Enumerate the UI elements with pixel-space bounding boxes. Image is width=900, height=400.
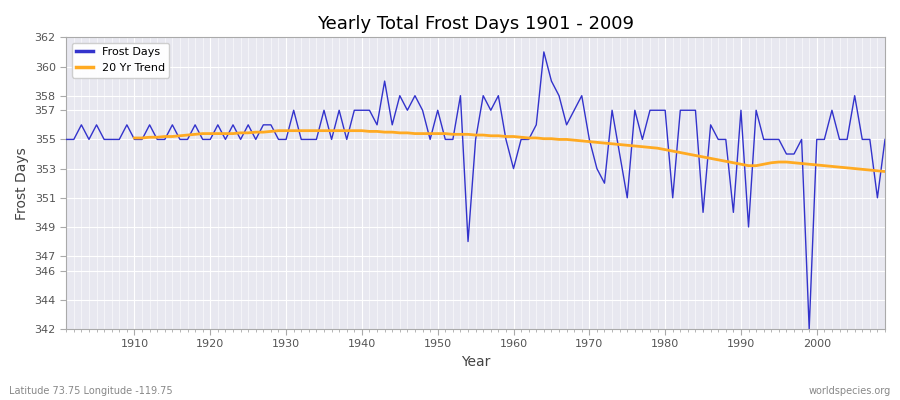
20 Yr Trend: [879, 169, 890, 174]
Y-axis label: Frost Days: Frost Days: [15, 147, 29, 220]
Frost Days: [879, 137, 890, 142]
Frost Days: [122, 122, 132, 127]
Frost Days: [61, 137, 72, 142]
20 Yr Trend: [523, 136, 534, 140]
Line: Frost Days: Frost Days: [67, 52, 885, 329]
20 Yr Trend: [129, 136, 140, 140]
20 Yr Trend: [311, 128, 322, 133]
Legend: Frost Days, 20 Yr Trend: Frost Days, 20 Yr Trend: [72, 43, 169, 78]
20 Yr Trend: [281, 128, 292, 133]
20 Yr Trend: [826, 164, 837, 169]
Frost Days: [334, 108, 345, 113]
20 Yr Trend: [850, 166, 860, 171]
Frost Days: [508, 166, 519, 171]
Title: Yearly Total Frost Days 1901 - 2009: Yearly Total Frost Days 1901 - 2009: [317, 15, 634, 33]
Text: worldspecies.org: worldspecies.org: [809, 386, 891, 396]
20 Yr Trend: [273, 128, 284, 133]
20 Yr Trend: [584, 139, 595, 144]
Frost Days: [804, 327, 814, 332]
Frost Days: [500, 137, 511, 142]
Frost Days: [607, 108, 617, 113]
Frost Days: [288, 108, 299, 113]
Line: 20 Yr Trend: 20 Yr Trend: [134, 131, 885, 172]
X-axis label: Year: Year: [461, 355, 491, 369]
Text: Latitude 73.75 Longitude -119.75: Latitude 73.75 Longitude -119.75: [9, 386, 173, 396]
Frost Days: [538, 50, 549, 54]
